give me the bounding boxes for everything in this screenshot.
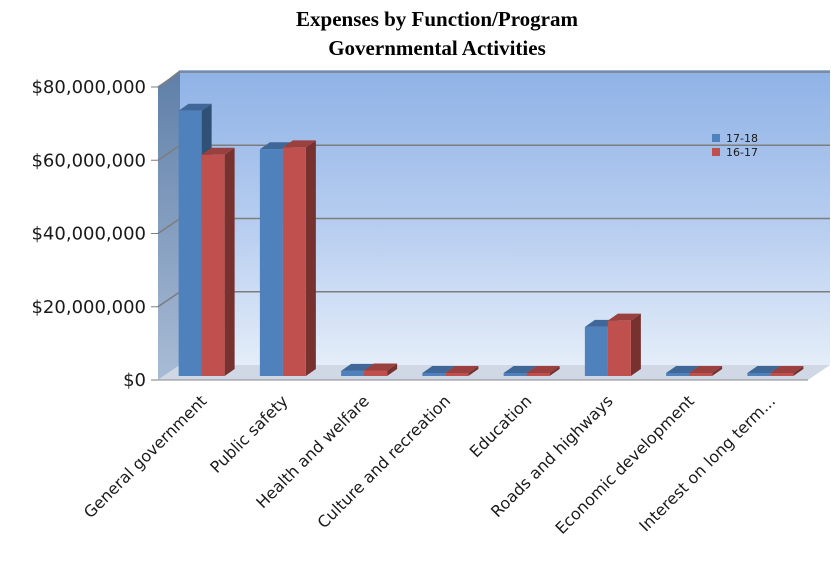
y-tick-label: $20,000,000 <box>31 297 146 318</box>
bar-16-17-1 <box>282 140 316 376</box>
bar-front <box>503 373 527 376</box>
chart-subtitle: Governmental Activities <box>328 36 546 60</box>
y-tick-label: $40,000,000 <box>31 224 146 245</box>
x-category-label: Education <box>466 391 536 461</box>
bar-front <box>526 373 550 376</box>
bar-side <box>712 366 723 376</box>
bar-front <box>584 326 608 376</box>
bar-side <box>549 366 560 376</box>
plot-area: $0 $20,000,000 $40,000,000 $60,000,000 $80,0… <box>31 70 830 538</box>
bar-top <box>689 366 723 373</box>
x-category-label: Public safety <box>206 391 291 476</box>
bars <box>178 103 804 377</box>
bar-16-17-4 <box>526 366 560 376</box>
bar-front <box>364 370 388 376</box>
x-category-label: Culture and recreation <box>314 391 455 532</box>
bar-top <box>503 366 537 373</box>
bar-front <box>666 373 690 376</box>
bar-side <box>793 366 804 376</box>
bar-front <box>422 373 446 376</box>
y-tick-label: $80,000,000 <box>31 77 146 98</box>
bar-side <box>630 313 641 376</box>
bar-top <box>747 366 781 373</box>
bar-front <box>445 373 469 376</box>
bar-top <box>607 313 641 321</box>
floor <box>158 365 830 380</box>
y-tick-label: $0 <box>123 370 146 391</box>
bar-16-17-2 <box>364 363 398 376</box>
legend-swatch <box>712 148 720 156</box>
bar-16-17-0 <box>201 147 235 376</box>
gridline <box>157 71 830 88</box>
legend-label: 17-18 <box>726 132 758 145</box>
y-axis-ticks: $0 $20,000,000 $40,000,000 $60,000,000 $80,0… <box>31 77 158 391</box>
bar-front <box>201 154 225 376</box>
x-category-label: Interest on long term... <box>635 391 779 535</box>
bar-front <box>607 320 631 376</box>
bar-16-17-7 <box>770 366 804 376</box>
bar-front <box>259 149 283 376</box>
bar-side <box>387 363 398 376</box>
bar-front <box>178 110 202 377</box>
bar-front <box>341 370 365 376</box>
bar-16-17-5 <box>607 313 641 376</box>
bar-16-17-3 <box>445 366 479 376</box>
x-category-label: General government <box>80 391 211 522</box>
side-wall <box>158 70 180 380</box>
bar-top <box>666 366 700 373</box>
bar-top <box>178 103 212 111</box>
bar-top <box>282 140 316 148</box>
bar-front <box>689 373 713 376</box>
bar-16-17-6 <box>689 366 723 376</box>
bar-front <box>282 147 306 376</box>
bar-top <box>201 147 235 155</box>
bar-top <box>770 366 804 373</box>
legend-label: 16-17 <box>726 146 758 159</box>
bar-side <box>224 147 235 376</box>
bar-front <box>747 373 771 376</box>
bar-side <box>305 140 316 376</box>
bar-top <box>341 363 375 371</box>
bar-top <box>445 366 479 373</box>
legend-swatch <box>712 134 720 142</box>
bar-front <box>770 373 794 376</box>
chart-title: Expenses by Function/Program <box>296 7 578 31</box>
bar-top <box>422 366 456 373</box>
x-category-label: Economic development <box>552 391 698 537</box>
bar-top <box>364 363 398 371</box>
bar-top <box>526 366 560 373</box>
y-tick-label: $60,000,000 <box>31 150 146 171</box>
bar-side <box>468 366 479 376</box>
